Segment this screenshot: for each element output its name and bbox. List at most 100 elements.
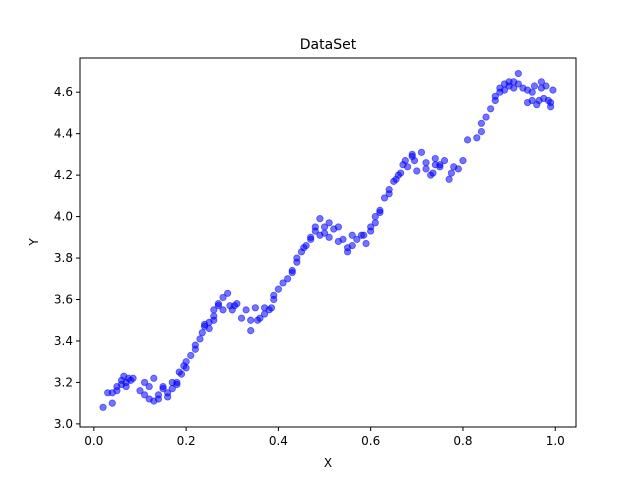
data-point xyxy=(344,248,352,256)
data-point xyxy=(247,316,255,324)
data-point xyxy=(325,219,333,227)
data-point xyxy=(247,327,255,335)
data-point xyxy=(514,80,522,88)
data-point xyxy=(237,314,246,322)
data-point xyxy=(413,167,421,175)
data-point xyxy=(284,275,292,283)
data-point xyxy=(348,242,356,250)
data-point xyxy=(500,86,509,94)
data-point xyxy=(362,239,370,248)
data-point xyxy=(380,194,389,202)
data-point xyxy=(514,69,522,78)
data-point xyxy=(537,78,545,86)
x-tick-label: 0.8 xyxy=(453,434,472,448)
x-tick-label: 0.6 xyxy=(361,434,380,448)
data-point xyxy=(205,324,213,333)
data-point xyxy=(403,163,412,171)
data-point xyxy=(224,289,232,297)
data-point xyxy=(182,358,190,366)
data-point xyxy=(311,223,319,231)
data-point xyxy=(145,382,153,391)
data-point xyxy=(487,105,495,113)
data-point xyxy=(422,165,430,173)
data-point xyxy=(99,403,107,411)
data-point xyxy=(140,391,149,399)
data-point xyxy=(445,175,453,183)
data-point xyxy=(198,329,206,337)
data-point xyxy=(447,169,456,177)
data-point xyxy=(530,82,539,90)
y-tick-label: 3.8 xyxy=(54,251,73,265)
data-point xyxy=(219,293,227,302)
data-point xyxy=(196,335,204,343)
data-point xyxy=(440,157,449,165)
data-point xyxy=(376,206,384,214)
data-point xyxy=(334,223,342,231)
x-axis-label: X xyxy=(324,456,332,470)
y-tick-label: 4.0 xyxy=(54,210,73,224)
data-point xyxy=(408,150,416,158)
data-point xyxy=(528,96,536,105)
data-point xyxy=(371,212,379,221)
x-tick-label: 0.0 xyxy=(84,434,103,448)
data-point xyxy=(182,364,190,372)
data-point xyxy=(422,159,430,167)
data-point xyxy=(191,341,199,349)
data-point xyxy=(477,127,486,136)
data-point xyxy=(242,306,250,314)
data-point xyxy=(473,134,481,142)
x-axis: 0.0 0.2 0.4 0.6 0.8 1.0 xyxy=(84,427,565,448)
data-point xyxy=(459,157,467,165)
data-point xyxy=(325,233,333,241)
data-point xyxy=(367,227,375,235)
data-point xyxy=(256,314,264,322)
x-tick-label: 0.4 xyxy=(269,434,288,448)
data-point xyxy=(219,306,227,314)
data-point xyxy=(348,231,356,239)
data-point xyxy=(270,291,278,299)
x-tick-label: 0.2 xyxy=(177,434,196,448)
data-point xyxy=(477,119,486,127)
data-point xyxy=(210,306,218,314)
data-point xyxy=(360,231,368,239)
data-point xyxy=(431,154,439,163)
data-point xyxy=(353,235,361,243)
y-tick-label: 4.6 xyxy=(54,85,73,99)
data-point xyxy=(401,157,409,165)
data-point xyxy=(339,235,347,243)
data-point xyxy=(274,285,282,293)
y-axis: 3.0 3.2 3.4 3.6 3.8 4.0 4.2 4.4 4.6 xyxy=(54,85,80,431)
data-points xyxy=(99,69,557,411)
x-tick-label: 1.0 xyxy=(546,434,565,448)
data-point xyxy=(108,399,116,407)
data-point xyxy=(454,165,462,173)
data-point xyxy=(136,387,144,395)
data-point xyxy=(288,266,296,275)
data-point xyxy=(307,233,315,241)
data-point xyxy=(164,389,172,397)
data-point xyxy=(154,391,163,399)
data-point xyxy=(371,219,379,227)
y-tick-label: 3.6 xyxy=(54,293,73,307)
data-point xyxy=(436,161,444,169)
data-point xyxy=(293,254,301,262)
data-point xyxy=(542,82,550,90)
data-point xyxy=(150,374,158,382)
data-point xyxy=(251,304,259,312)
data-point xyxy=(316,215,324,223)
data-point xyxy=(410,157,419,165)
data-point xyxy=(549,86,557,94)
y-tick-label: 3.4 xyxy=(54,334,73,348)
data-point xyxy=(397,169,405,177)
data-point xyxy=(267,304,276,312)
data-point xyxy=(482,113,490,121)
data-point xyxy=(491,92,499,100)
data-point xyxy=(429,169,437,177)
data-point xyxy=(187,351,195,360)
data-point xyxy=(214,302,223,310)
data-point xyxy=(173,378,181,387)
data-point xyxy=(302,242,310,250)
data-point xyxy=(463,136,472,144)
y-tick-label: 4.4 xyxy=(54,127,73,141)
